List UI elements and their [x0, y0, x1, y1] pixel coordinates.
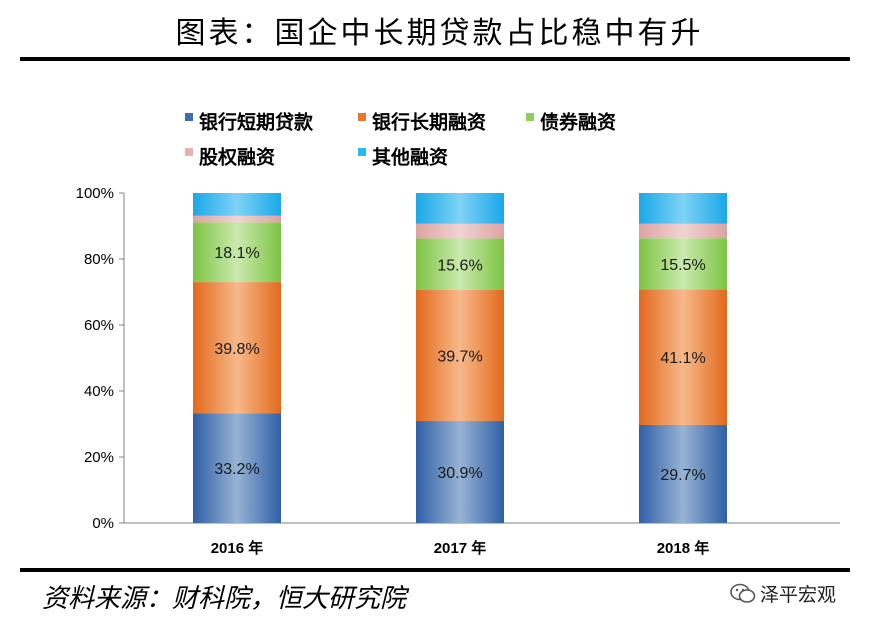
bar-segment-3-1	[416, 223, 504, 239]
x-tick-label-2: 2018 年	[657, 539, 710, 557]
bar-segment-2-1	[416, 238, 504, 291]
bar-segment-4-0	[193, 193, 281, 216]
legend-swatch-2	[526, 113, 534, 121]
y-tick-label-3: 60%	[84, 317, 114, 334]
bar-segment-1-2	[639, 289, 727, 425]
bar-segment-2-2	[639, 238, 727, 290]
data-label-2-1: 15.6%	[437, 257, 482, 274]
data-labels: 33.2% 39.8% 18.1% 30.9% 39.7% 15.6% 29.7% 41.1%…	[214, 245, 705, 484]
chart-title: 图表：国企中长期贷款占比稳中有升	[175, 16, 704, 51]
legend-swatch-4	[358, 148, 366, 156]
data-label-1-2: 41.1%	[660, 350, 705, 367]
data-label-2-0: 18.1%	[214, 245, 259, 262]
bars	[193, 193, 727, 523]
bar-segment-0-2	[639, 424, 727, 523]
legend-swatch-0	[185, 113, 193, 121]
top-divider	[20, 57, 850, 61]
bar-segment-4-1	[416, 193, 504, 224]
wechat-icon	[730, 583, 756, 603]
y-tick-label-2: 40%	[84, 383, 114, 400]
bar-segment-4-2	[639, 193, 727, 224]
legend-label-2: 债券融资	[540, 111, 616, 134]
bar-segment-1-1	[416, 290, 504, 422]
x-tick-label-1: 2017 年	[434, 539, 487, 557]
bar-segment-3-0	[193, 215, 281, 223]
legend-label-3: 股权融资	[199, 146, 275, 169]
axes: 0% 20% 40% 60% 80% 100% 2016 年 2017 年 2018 年	[76, 185, 840, 557]
watermark: 泽平宏观	[730, 580, 836, 607]
legend-label-1: 银行长期融资	[372, 111, 486, 134]
data-label-2-2: 15.5%	[660, 257, 705, 274]
y-tick-label-5: 100%	[76, 185, 114, 202]
data-label-1-0: 39.8%	[214, 341, 259, 358]
bar-segment-3-2	[639, 223, 727, 239]
x-tick-label-0: 2016 年	[211, 539, 264, 557]
bar-segment-2-0	[193, 222, 281, 283]
legend-swatch-3	[185, 148, 193, 156]
bar-segment-1-0	[193, 282, 281, 414]
data-label-1-1: 39.7%	[437, 349, 482, 366]
source-note: 资料来源：财科院，恒大研究院	[42, 584, 407, 614]
bar-segment-0-0	[193, 413, 281, 523]
bottom-divider	[20, 568, 850, 572]
legend-label-4: 其他融资	[372, 146, 448, 169]
y-tick-label-0: 0%	[92, 515, 114, 532]
watermark-text: 泽平宏观	[760, 584, 837, 606]
data-label-0-0: 33.2%	[214, 461, 259, 478]
data-label-0-2: 29.7%	[660, 467, 705, 484]
y-tick-label-4: 80%	[84, 251, 114, 268]
y-tick-label-1: 20%	[84, 449, 114, 466]
bar-segment-0-1	[416, 421, 504, 523]
legend-swatch-1	[358, 113, 366, 121]
data-label-0-1: 30.9%	[437, 465, 482, 482]
legend-label-0: 银行短期贷款	[199, 111, 314, 134]
